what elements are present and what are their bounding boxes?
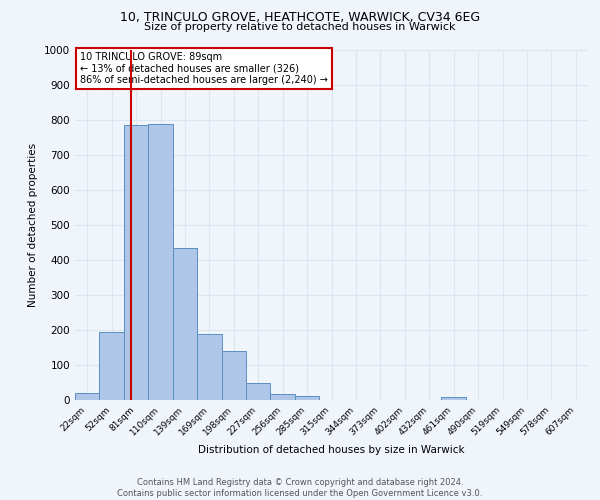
Y-axis label: Number of detached properties: Number of detached properties [28, 143, 38, 307]
Text: Size of property relative to detached houses in Warwick: Size of property relative to detached ho… [144, 22, 456, 32]
Text: 10 TRINCULO GROVE: 89sqm
← 13% of detached houses are smaller (326)
86% of semi-: 10 TRINCULO GROVE: 89sqm ← 13% of detach… [80, 52, 328, 85]
Bar [246, 383, 271, 400]
Text: Contains HM Land Registry data © Crown copyright and database right 2024.
Contai: Contains HM Land Registry data © Crown c… [118, 478, 482, 498]
Bar [148, 124, 173, 400]
Bar [197, 334, 221, 400]
Text: 10, TRINCULO GROVE, HEATHCOTE, WARWICK, CV34 6EG: 10, TRINCULO GROVE, HEATHCOTE, WARWICK, … [120, 11, 480, 24]
Bar [124, 125, 148, 400]
Bar [173, 248, 197, 400]
Bar [221, 351, 246, 400]
Bar [271, 394, 295, 400]
Bar [100, 332, 124, 400]
Bar [442, 396, 466, 400]
Bar [295, 396, 319, 400]
X-axis label: Distribution of detached houses by size in Warwick: Distribution of detached houses by size … [198, 446, 465, 456]
Bar [75, 393, 100, 400]
